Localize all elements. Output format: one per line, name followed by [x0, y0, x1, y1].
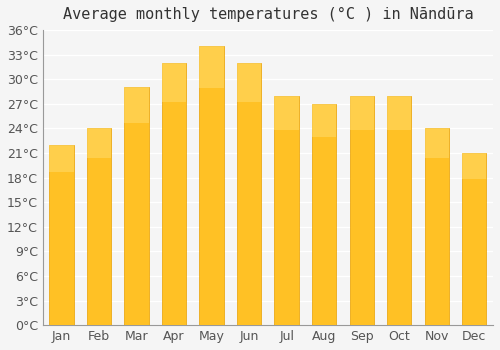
Bar [200, 47, 224, 325]
Title: Average monthly temperatures (°C ) in Nāndūra: Average monthly temperatures (°C ) in Nā… [62, 7, 473, 22]
Bar [462, 153, 486, 325]
Bar [162, 63, 186, 102]
Bar [387, 96, 411, 325]
Bar [50, 145, 74, 172]
Bar [424, 128, 449, 325]
Bar [312, 104, 336, 325]
Bar [462, 153, 486, 179]
Bar [124, 88, 149, 123]
Bar [350, 96, 374, 325]
Bar [237, 63, 262, 325]
Bar [237, 63, 262, 102]
Bar [387, 96, 411, 130]
Bar [350, 96, 374, 130]
Bar [274, 96, 299, 130]
Bar [87, 128, 112, 158]
Bar [50, 145, 74, 325]
Bar [274, 96, 299, 325]
Bar [200, 47, 224, 88]
Bar [312, 104, 336, 137]
Bar [87, 128, 112, 325]
Bar [162, 63, 186, 325]
Bar [424, 128, 449, 158]
Bar [124, 88, 149, 325]
